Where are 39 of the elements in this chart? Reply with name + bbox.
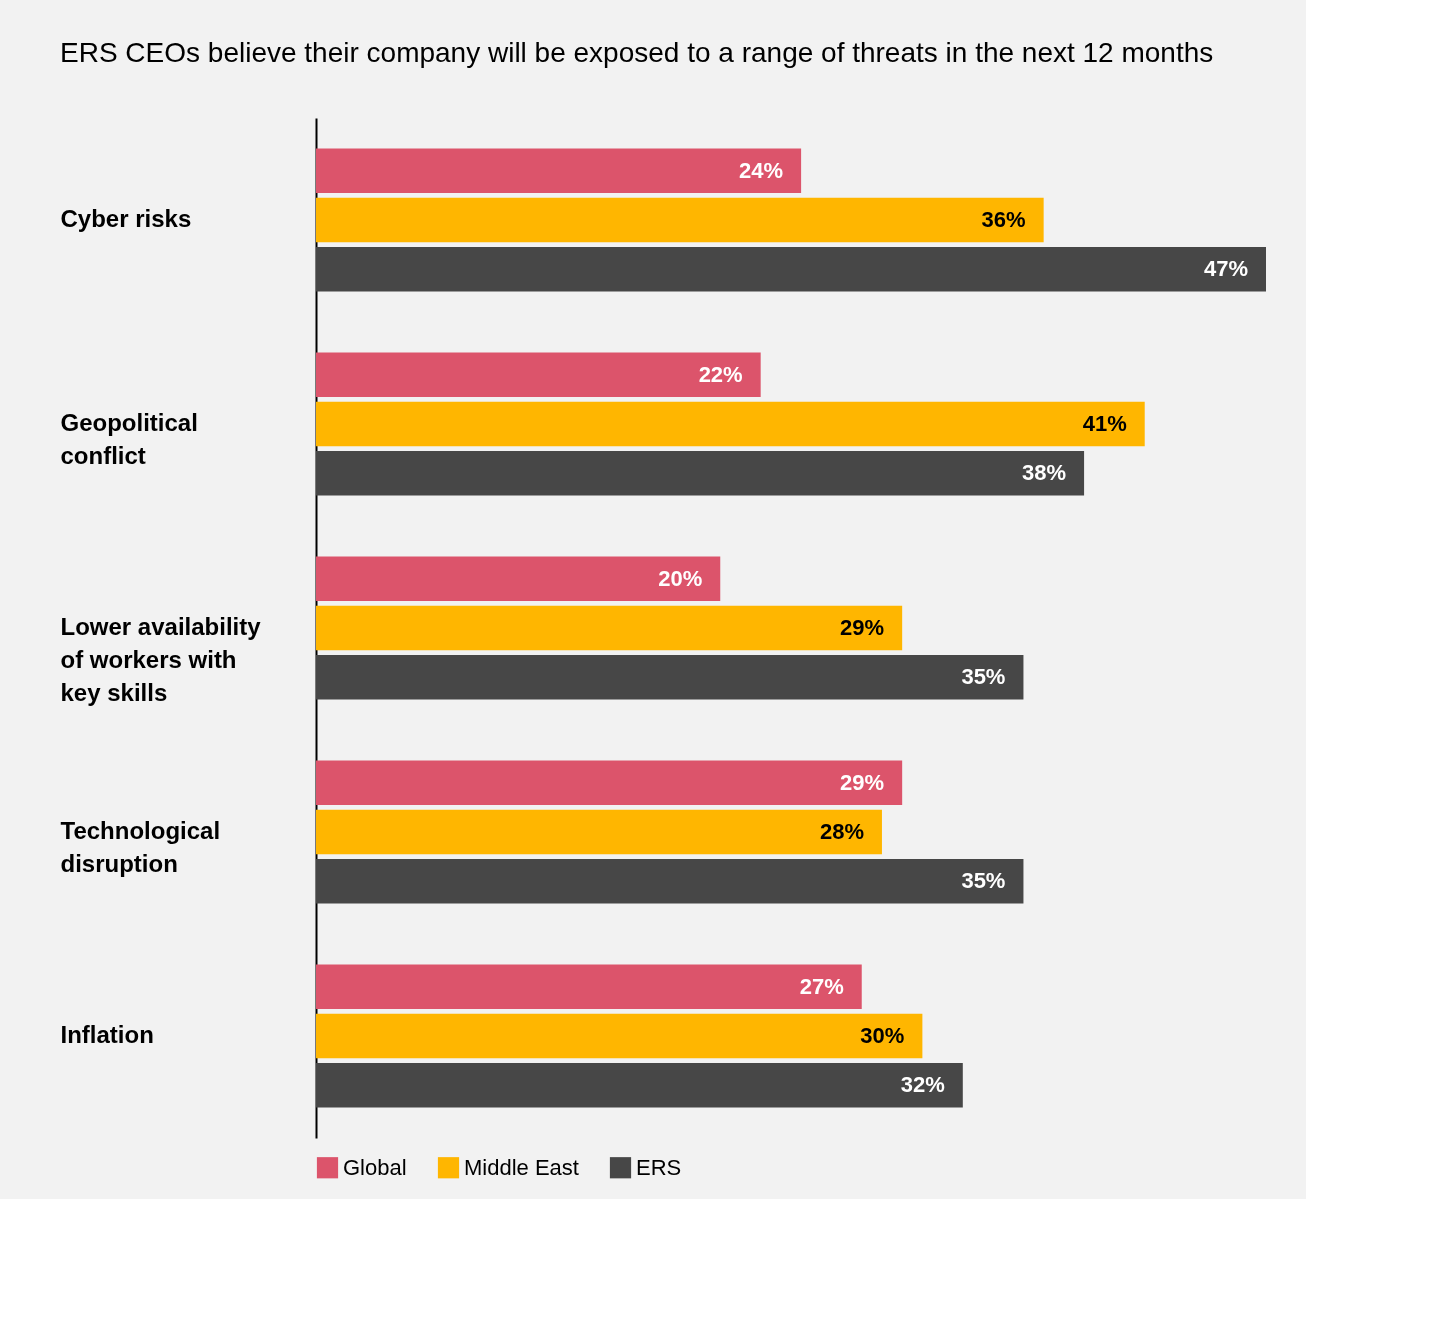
bar	[316, 556, 721, 601]
data-label: 22%	[698, 361, 743, 387]
legend-label: Middle East	[464, 1154, 579, 1180]
bar	[316, 809, 882, 855]
bar	[316, 1063, 963, 1108]
bar	[316, 760, 903, 805]
bar	[316, 148, 802, 193]
y-tick-label: Cyber risks	[60, 205, 192, 232]
bar	[316, 401, 1145, 447]
data-label: 30%	[860, 1023, 905, 1048]
data-label: 29%	[840, 769, 885, 795]
bar	[316, 655, 1024, 700]
y-tick-label: Inflation	[60, 1021, 154, 1048]
data-label: 24%	[739, 157, 784, 183]
data-label: 29%	[840, 615, 885, 640]
y-tick-label: Lower availability of workers with key skills	[60, 613, 262, 706]
data-label: 27%	[799, 973, 844, 999]
data-label: 32%	[900, 1072, 945, 1098]
data-label: 36%	[981, 207, 1026, 232]
data-label: 47%	[1203, 256, 1248, 282]
bar	[316, 964, 862, 1009]
bar	[316, 352, 761, 397]
legend-label: ERS	[636, 1154, 682, 1180]
data-label: 38%	[1022, 460, 1067, 486]
y-tick-label: Geopolitical conflict	[60, 409, 198, 469]
bar	[316, 197, 1044, 243]
y-tick-label: Technological disruption	[60, 817, 221, 877]
legend-label: Global	[343, 1154, 407, 1180]
bar	[316, 1013, 923, 1059]
data-label: 35%	[961, 664, 1006, 690]
bar	[316, 859, 1024, 904]
bar	[316, 605, 903, 651]
bar	[316, 247, 1266, 292]
data-label: 28%	[819, 819, 864, 844]
bar	[316, 451, 1085, 496]
data-label: 35%	[961, 868, 1006, 894]
chart-title: ERS CEOs believe their company will be exposed to a range of threats in the next 12 months	[60, 37, 1214, 68]
data-label: 20%	[658, 565, 703, 591]
data-label: 41%	[1082, 411, 1127, 436]
